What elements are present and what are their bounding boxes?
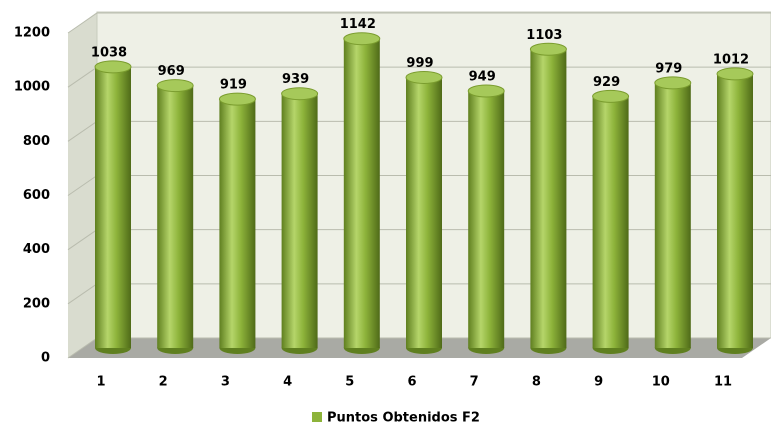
x-tick-label: 2 <box>159 375 168 390</box>
y-tick-label: 600 <box>23 188 50 203</box>
y-tick-label: 200 <box>23 296 50 311</box>
value-label: 1103 <box>526 28 562 43</box>
bar <box>717 73 753 349</box>
grid-line <box>67 283 98 305</box>
bar-top <box>343 32 381 46</box>
y-tick-label: 400 <box>23 242 50 257</box>
bar <box>654 82 691 349</box>
value-label: 929 <box>593 75 620 90</box>
x-tick-label: 7 <box>470 375 479 390</box>
bar-top <box>218 92 256 106</box>
grid-line <box>67 337 98 359</box>
y-tick-label: 800 <box>23 134 50 149</box>
grid-line <box>67 12 98 34</box>
legend-swatch <box>312 412 322 422</box>
x-tick-label: 6 <box>407 375 416 390</box>
bar-top <box>94 60 132 74</box>
x-tick-label: 9 <box>594 375 603 390</box>
x-tick-label: 3 <box>221 375 230 390</box>
value-label: 979 <box>655 61 682 76</box>
value-label: 1038 <box>91 45 127 60</box>
value-label: 969 <box>158 64 185 79</box>
value-label: 1142 <box>340 17 376 32</box>
legend: Puntos Obtenidos F2 <box>312 411 480 426</box>
value-label: 1012 <box>713 52 749 67</box>
value-label: 919 <box>220 78 247 93</box>
grid-line <box>67 175 98 196</box>
bar <box>95 66 131 348</box>
grid-line <box>67 120 98 142</box>
bar-top <box>716 67 754 81</box>
bar <box>219 99 256 349</box>
value-label: 939 <box>282 72 309 87</box>
value-label: 999 <box>406 56 433 71</box>
grid-line <box>67 66 98 88</box>
x-tick-label: 4 <box>283 375 292 390</box>
bar <box>157 85 194 348</box>
bar-top <box>281 87 319 101</box>
bar <box>406 77 442 348</box>
y-tick-label: 1000 <box>14 80 50 95</box>
bar-top <box>529 42 567 56</box>
bar-top <box>592 89 630 103</box>
grid-line <box>67 229 98 251</box>
bar <box>530 49 567 348</box>
bar <box>468 90 505 349</box>
bar-top <box>467 84 505 98</box>
bar-top <box>156 79 194 93</box>
bar-top <box>654 76 692 90</box>
legend-label: Puntos Obtenidos F2 <box>327 411 480 426</box>
bar <box>592 96 629 348</box>
bar <box>281 93 318 348</box>
bar <box>343 38 380 348</box>
y-tick-label: 1200 <box>14 26 50 41</box>
y-tick-label: 0 <box>41 351 50 366</box>
x-tick-label: 8 <box>532 375 541 390</box>
bar-top <box>405 70 443 84</box>
value-label: 949 <box>469 69 496 84</box>
x-tick-label: 10 <box>652 375 670 390</box>
x-tick-label: 1 <box>96 375 105 390</box>
x-tick-label: 11 <box>714 375 732 390</box>
x-tick-label: 5 <box>345 375 354 390</box>
